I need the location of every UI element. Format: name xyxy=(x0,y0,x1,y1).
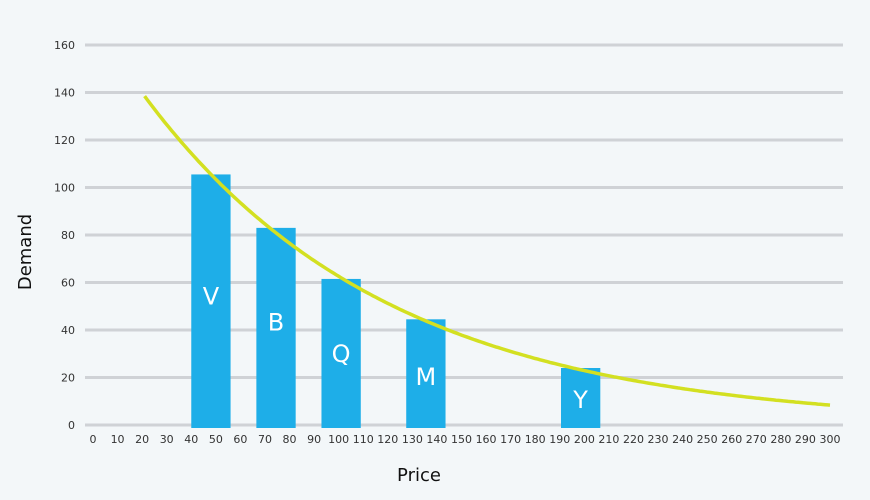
x-axis-title: Price xyxy=(397,465,441,486)
bars: V B Q M Y xyxy=(191,174,601,428)
bar-rect xyxy=(256,227,296,428)
x-tick-label: 90 xyxy=(307,433,321,446)
x-axis-ticks: 0 10 20 30 40 50 60 70 80 90 100 110 120 130 140 150 160… xyxy=(90,433,841,446)
bar-rect xyxy=(191,174,231,428)
x-tick-label: 30 xyxy=(160,433,174,446)
x-tick-label: 130 xyxy=(402,433,423,446)
x-tick-label: 220 xyxy=(623,433,644,446)
bar-rect xyxy=(406,319,446,428)
bar-rect xyxy=(560,368,601,428)
y-tick-label: 40 xyxy=(61,324,75,337)
x-tick-label: 120 xyxy=(377,433,398,446)
bar-q: Q xyxy=(321,278,361,428)
x-tick-label: 240 xyxy=(672,433,693,446)
x-tick-label: 0 xyxy=(90,433,97,446)
x-tick-label: 20 xyxy=(135,433,149,446)
demand-curve xyxy=(143,95,831,407)
x-tick-label: 260 xyxy=(721,433,742,446)
x-tick-label: 50 xyxy=(209,433,223,446)
x-tick-label: 160 xyxy=(476,433,497,446)
bar-v: V xyxy=(191,174,231,428)
y-tick-label: 0 xyxy=(68,419,75,432)
y-tick-label: 140 xyxy=(54,87,75,100)
bar-y: Y xyxy=(560,368,601,428)
y-tick-label: 60 xyxy=(61,277,75,290)
x-tick-label: 110 xyxy=(353,433,374,446)
bar-b: B xyxy=(256,227,296,428)
x-tick-label: 140 xyxy=(426,433,447,446)
x-tick-label: 100 xyxy=(328,433,349,446)
bar-label: M xyxy=(416,363,437,391)
bar-label: Q xyxy=(332,340,351,368)
x-tick-label: 190 xyxy=(549,433,570,446)
x-tick-label: 290 xyxy=(795,433,816,446)
x-tick-label: 250 xyxy=(697,433,718,446)
y-axis-title: Demand xyxy=(15,214,36,290)
x-tick-label: 270 xyxy=(746,433,767,446)
x-tick-label: 60 xyxy=(233,433,247,446)
bar-label: Y xyxy=(572,386,588,414)
bar-m: M xyxy=(406,319,446,428)
y-tick-label: 120 xyxy=(54,134,75,147)
x-tick-label: 80 xyxy=(283,433,297,446)
x-tick-label: 200 xyxy=(574,433,595,446)
x-tick-label: 70 xyxy=(258,433,272,446)
bar-rect xyxy=(321,278,361,428)
x-tick-label: 170 xyxy=(500,433,521,446)
y-axis-ticks: 0 20 40 60 80 100 120 140 160 xyxy=(54,39,75,432)
x-tick-label: 40 xyxy=(184,433,198,446)
y-tick-label: 100 xyxy=(54,182,75,195)
y-tick-label: 80 xyxy=(61,229,75,242)
x-tick-label: 210 xyxy=(598,433,619,446)
x-tick-label: 180 xyxy=(525,433,546,446)
x-tick-label: 150 xyxy=(451,433,472,446)
x-tick-label: 10 xyxy=(111,433,125,446)
x-tick-label: 300 xyxy=(820,433,841,446)
bar-label: V xyxy=(203,283,220,311)
x-tick-label: 230 xyxy=(648,433,669,446)
bar-label: B xyxy=(268,308,284,336)
y-tick-label: 20 xyxy=(61,372,75,385)
y-tick-label: 160 xyxy=(54,39,75,52)
x-tick-label: 280 xyxy=(770,433,791,446)
